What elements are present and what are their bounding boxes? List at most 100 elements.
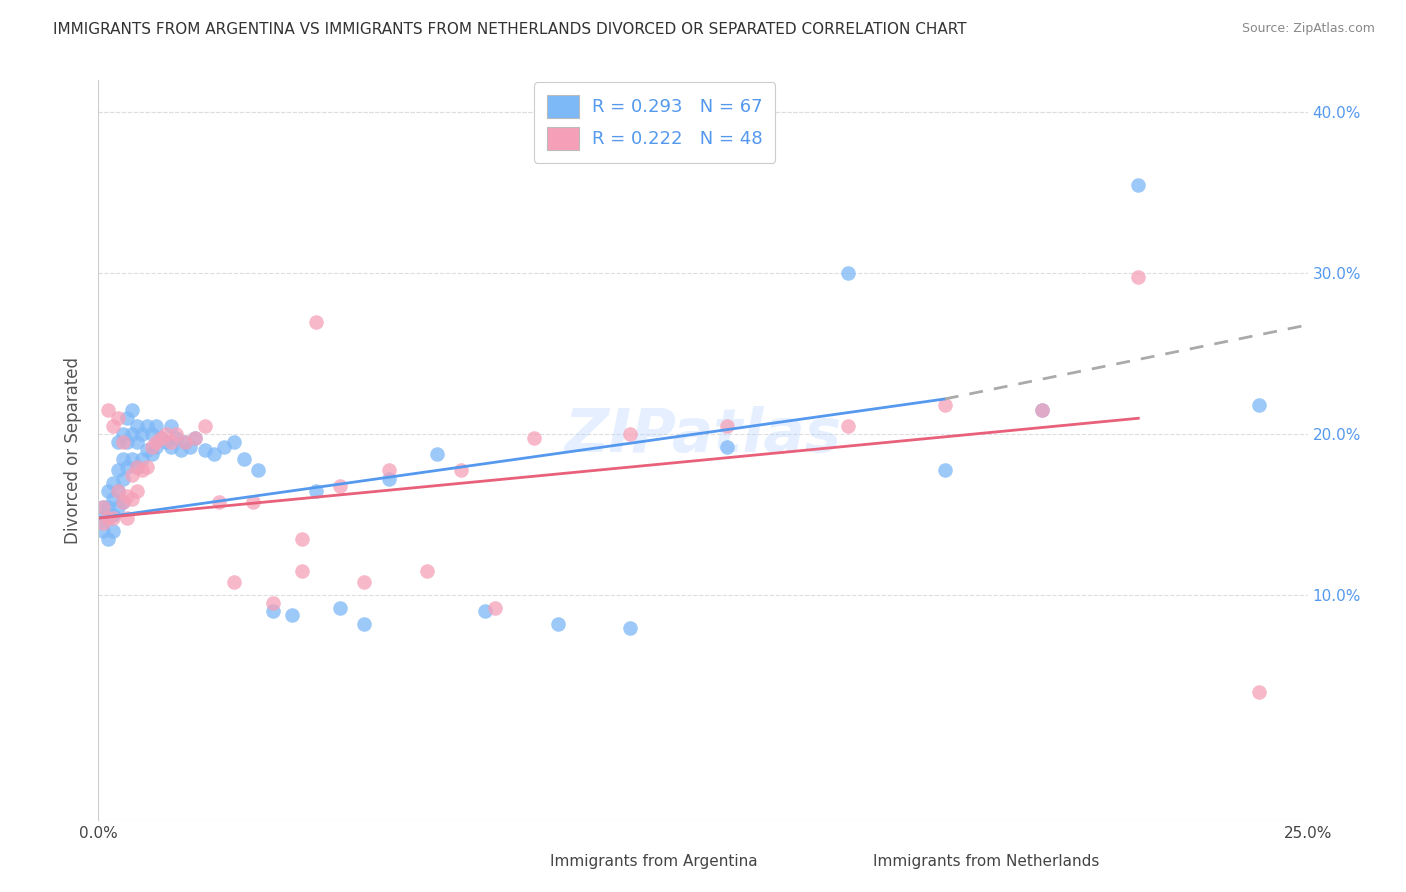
Point — [184, 431, 207, 445]
Point — [117, 411, 139, 425]
Point — [174, 435, 197, 450]
Point — [101, 524, 124, 538]
Point — [101, 508, 124, 522]
Point — [111, 472, 134, 486]
Point — [111, 451, 134, 466]
Point — [97, 511, 120, 525]
Point — [107, 411, 129, 425]
Point — [934, 463, 956, 477]
Point — [547, 617, 569, 632]
Point — [117, 511, 139, 525]
Point — [1031, 403, 1053, 417]
Point — [155, 427, 177, 442]
Point — [91, 524, 114, 538]
Text: ZIPatlas: ZIPatlas — [564, 406, 842, 465]
Point — [111, 495, 134, 509]
Point — [91, 516, 114, 530]
Point — [150, 431, 173, 445]
Point — [141, 440, 163, 454]
Point — [135, 459, 157, 474]
Point — [222, 435, 245, 450]
Point — [121, 427, 143, 442]
Point — [117, 459, 139, 474]
Point — [353, 575, 375, 590]
Point — [1128, 178, 1150, 192]
Point — [204, 447, 226, 461]
Point — [232, 451, 254, 466]
Point — [155, 435, 177, 450]
Point — [329, 601, 352, 615]
Point — [281, 607, 304, 622]
Point — [101, 475, 124, 490]
Point — [377, 463, 399, 477]
Point — [305, 483, 328, 498]
Point — [145, 440, 167, 454]
Point — [127, 459, 149, 474]
Point — [107, 435, 129, 450]
Point — [107, 500, 129, 514]
Point — [97, 532, 120, 546]
Point — [131, 463, 153, 477]
Text: IMMIGRANTS FROM ARGENTINA VS IMMIGRANTS FROM NETHERLANDS DIVORCED OR SEPARATED C: IMMIGRANTS FROM ARGENTINA VS IMMIGRANTS … — [53, 22, 967, 37]
Point — [111, 495, 134, 509]
Point — [290, 532, 312, 546]
Point — [160, 419, 183, 434]
Point — [716, 440, 738, 454]
Point — [141, 447, 163, 461]
Point — [194, 443, 217, 458]
Point — [353, 617, 375, 632]
Text: Source: ZipAtlas.com: Source: ZipAtlas.com — [1241, 22, 1375, 36]
Point — [247, 463, 270, 477]
Point — [145, 435, 167, 450]
Point — [107, 483, 129, 498]
Text: Immigrants from Netherlands: Immigrants from Netherlands — [873, 854, 1099, 869]
Point — [416, 564, 439, 578]
Point — [619, 427, 641, 442]
Point — [97, 511, 120, 525]
Point — [101, 491, 124, 506]
Point — [121, 467, 143, 482]
Point — [91, 500, 114, 514]
Point — [619, 620, 641, 634]
Point — [329, 479, 352, 493]
Y-axis label: Divorced or Separated: Divorced or Separated — [65, 357, 83, 544]
Point — [837, 267, 859, 281]
Point — [91, 500, 114, 514]
Point — [174, 435, 197, 450]
Point — [101, 511, 124, 525]
Point — [97, 403, 120, 417]
Point — [150, 431, 173, 445]
Point — [121, 451, 143, 466]
Point — [117, 435, 139, 450]
Point — [523, 431, 546, 445]
Point — [169, 443, 191, 458]
Point — [107, 483, 129, 498]
Point — [127, 435, 149, 450]
Point — [212, 440, 235, 454]
Point — [484, 601, 506, 615]
Point — [262, 604, 284, 618]
Point — [222, 575, 245, 590]
Point — [242, 495, 264, 509]
Point — [934, 398, 956, 412]
Point — [165, 431, 187, 445]
Point — [426, 447, 449, 461]
Point — [127, 459, 149, 474]
Point — [1031, 403, 1053, 417]
Point — [135, 419, 157, 434]
Point — [450, 463, 472, 477]
Point — [1249, 685, 1271, 699]
Point — [184, 431, 207, 445]
Point — [141, 427, 163, 442]
Point — [111, 427, 134, 442]
Point — [127, 483, 149, 498]
Point — [160, 440, 183, 454]
Legend: R = 0.293   N = 67, R = 0.222   N = 48: R = 0.293 N = 67, R = 0.222 N = 48 — [534, 82, 775, 162]
Point — [837, 419, 859, 434]
Point — [97, 500, 120, 514]
Point — [377, 472, 399, 486]
Point — [131, 451, 153, 466]
Point — [716, 419, 738, 434]
Point — [160, 435, 183, 450]
Point — [262, 596, 284, 610]
